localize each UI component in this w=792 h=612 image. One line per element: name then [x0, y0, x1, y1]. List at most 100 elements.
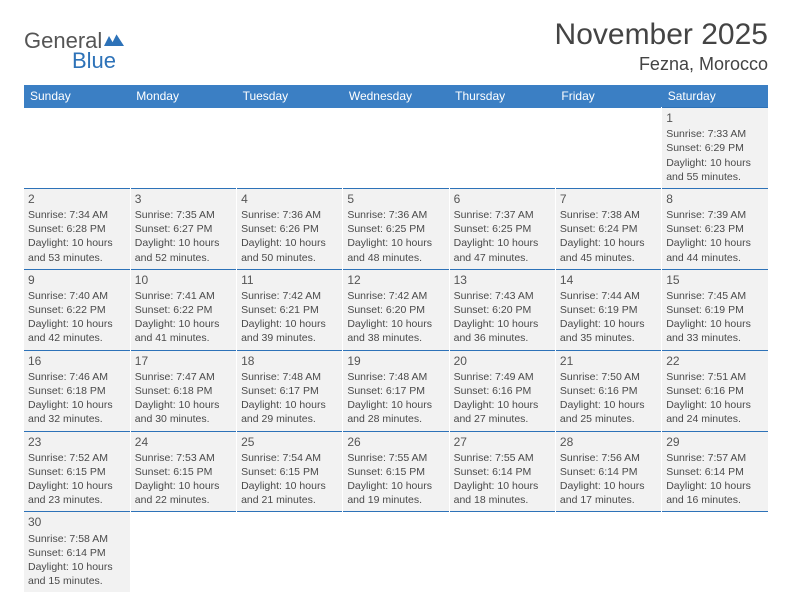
sunset-text: Sunset: 6:14 PM	[454, 465, 551, 479]
day-cell	[24, 108, 130, 189]
day-number: 30	[28, 514, 126, 530]
day-cell: 29Sunrise: 7:57 AMSunset: 6:14 PMDayligh…	[662, 431, 768, 512]
sunset-text: Sunset: 6:21 PM	[241, 303, 338, 317]
day-header: Thursday	[449, 85, 555, 108]
day-number: 21	[560, 353, 657, 369]
sunrise-text: Sunrise: 7:50 AM	[560, 370, 657, 384]
day-cell: 26Sunrise: 7:55 AMSunset: 6:15 PMDayligh…	[343, 431, 449, 512]
sunset-text: Sunset: 6:28 PM	[28, 222, 126, 236]
day-number: 27	[454, 434, 551, 450]
day-cell	[449, 512, 555, 592]
day-header: Friday	[555, 85, 661, 108]
week-row: 16Sunrise: 7:46 AMSunset: 6:18 PMDayligh…	[24, 350, 768, 431]
day-header: Saturday	[662, 85, 768, 108]
daylight-text: Daylight: 10 hours and 35 minutes.	[560, 317, 657, 345]
daylight-text: Daylight: 10 hours and 22 minutes.	[135, 479, 232, 507]
month-title: November 2025	[555, 18, 768, 52]
day-header: Tuesday	[237, 85, 343, 108]
calendar-body: 1Sunrise: 7:33 AMSunset: 6:29 PMDaylight…	[24, 108, 768, 593]
day-number: 2	[28, 191, 126, 207]
sunset-text: Sunset: 6:15 PM	[28, 465, 126, 479]
day-header: Wednesday	[343, 85, 449, 108]
day-number: 10	[135, 272, 232, 288]
day-cell: 27Sunrise: 7:55 AMSunset: 6:14 PMDayligh…	[449, 431, 555, 512]
sunrise-text: Sunrise: 7:37 AM	[454, 208, 551, 222]
day-cell: 10Sunrise: 7:41 AMSunset: 6:22 PMDayligh…	[130, 269, 236, 350]
day-cell	[237, 108, 343, 189]
day-number: 20	[454, 353, 551, 369]
sunset-text: Sunset: 6:18 PM	[28, 384, 126, 398]
daylight-text: Daylight: 10 hours and 47 minutes.	[454, 236, 551, 264]
day-cell: 28Sunrise: 7:56 AMSunset: 6:14 PMDayligh…	[555, 431, 661, 512]
sunset-text: Sunset: 6:23 PM	[666, 222, 764, 236]
day-number: 22	[666, 353, 764, 369]
week-row: 23Sunrise: 7:52 AMSunset: 6:15 PMDayligh…	[24, 431, 768, 512]
day-cell	[555, 108, 661, 189]
week-row: 30Sunrise: 7:58 AMSunset: 6:14 PMDayligh…	[24, 512, 768, 592]
day-number: 13	[454, 272, 551, 288]
daylight-text: Daylight: 10 hours and 50 minutes.	[241, 236, 338, 264]
sunrise-text: Sunrise: 7:52 AM	[28, 451, 126, 465]
sunset-text: Sunset: 6:18 PM	[135, 384, 232, 398]
sunrise-text: Sunrise: 7:55 AM	[454, 451, 551, 465]
sunset-text: Sunset: 6:15 PM	[241, 465, 338, 479]
daylight-text: Daylight: 10 hours and 15 minutes.	[28, 560, 126, 588]
day-number: 25	[241, 434, 338, 450]
sunrise-text: Sunrise: 7:56 AM	[560, 451, 657, 465]
day-cell: 22Sunrise: 7:51 AMSunset: 6:16 PMDayligh…	[662, 350, 768, 431]
day-number: 9	[28, 272, 126, 288]
sunset-text: Sunset: 6:24 PM	[560, 222, 657, 236]
sunrise-text: Sunrise: 7:51 AM	[666, 370, 764, 384]
sunset-text: Sunset: 6:25 PM	[347, 222, 444, 236]
day-cell: 16Sunrise: 7:46 AMSunset: 6:18 PMDayligh…	[24, 350, 130, 431]
day-number: 6	[454, 191, 551, 207]
daylight-text: Daylight: 10 hours and 53 minutes.	[28, 236, 126, 264]
week-row: 9Sunrise: 7:40 AMSunset: 6:22 PMDaylight…	[24, 269, 768, 350]
daylight-text: Daylight: 10 hours and 55 minutes.	[666, 156, 764, 184]
sunset-text: Sunset: 6:17 PM	[241, 384, 338, 398]
daylight-text: Daylight: 10 hours and 36 minutes.	[454, 317, 551, 345]
day-cell: 11Sunrise: 7:42 AMSunset: 6:21 PMDayligh…	[237, 269, 343, 350]
day-number: 18	[241, 353, 338, 369]
day-cell: 5Sunrise: 7:36 AMSunset: 6:25 PMDaylight…	[343, 188, 449, 269]
day-cell: 30Sunrise: 7:58 AMSunset: 6:14 PMDayligh…	[24, 512, 130, 592]
sunrise-text: Sunrise: 7:44 AM	[560, 289, 657, 303]
sunset-text: Sunset: 6:14 PM	[666, 465, 764, 479]
day-cell: 4Sunrise: 7:36 AMSunset: 6:26 PMDaylight…	[237, 188, 343, 269]
sunrise-text: Sunrise: 7:46 AM	[28, 370, 126, 384]
sunrise-text: Sunrise: 7:47 AM	[135, 370, 232, 384]
day-number: 23	[28, 434, 126, 450]
daylight-text: Daylight: 10 hours and 17 minutes.	[560, 479, 657, 507]
day-header: Monday	[130, 85, 236, 108]
day-cell	[343, 512, 449, 592]
daylight-text: Daylight: 10 hours and 48 minutes.	[347, 236, 444, 264]
sunrise-text: Sunrise: 7:55 AM	[347, 451, 444, 465]
sunrise-text: Sunrise: 7:49 AM	[454, 370, 551, 384]
day-number: 15	[666, 272, 764, 288]
sunrise-text: Sunrise: 7:48 AM	[241, 370, 338, 384]
sunrise-text: Sunrise: 7:42 AM	[241, 289, 338, 303]
sunset-text: Sunset: 6:15 PM	[135, 465, 232, 479]
daylight-text: Daylight: 10 hours and 19 minutes.	[347, 479, 444, 507]
sunset-text: Sunset: 6:26 PM	[241, 222, 338, 236]
day-cell: 17Sunrise: 7:47 AMSunset: 6:18 PMDayligh…	[130, 350, 236, 431]
daylight-text: Daylight: 10 hours and 32 minutes.	[28, 398, 126, 426]
daylight-text: Daylight: 10 hours and 33 minutes.	[666, 317, 764, 345]
day-cell	[343, 108, 449, 189]
sunset-text: Sunset: 6:17 PM	[347, 384, 444, 398]
daylight-text: Daylight: 10 hours and 21 minutes.	[241, 479, 338, 507]
sunrise-text: Sunrise: 7:53 AM	[135, 451, 232, 465]
day-cell	[555, 512, 661, 592]
day-number: 12	[347, 272, 444, 288]
sunset-text: Sunset: 6:27 PM	[135, 222, 232, 236]
day-cell: 8Sunrise: 7:39 AMSunset: 6:23 PMDaylight…	[662, 188, 768, 269]
day-cell	[449, 108, 555, 189]
week-row: 1Sunrise: 7:33 AMSunset: 6:29 PMDaylight…	[24, 108, 768, 189]
sunrise-text: Sunrise: 7:36 AM	[347, 208, 444, 222]
day-cell: 12Sunrise: 7:42 AMSunset: 6:20 PMDayligh…	[343, 269, 449, 350]
day-number: 14	[560, 272, 657, 288]
sunrise-text: Sunrise: 7:58 AM	[28, 532, 126, 546]
sunrise-text: Sunrise: 7:36 AM	[241, 208, 338, 222]
day-cell: 19Sunrise: 7:48 AMSunset: 6:17 PMDayligh…	[343, 350, 449, 431]
daylight-text: Daylight: 10 hours and 27 minutes.	[454, 398, 551, 426]
